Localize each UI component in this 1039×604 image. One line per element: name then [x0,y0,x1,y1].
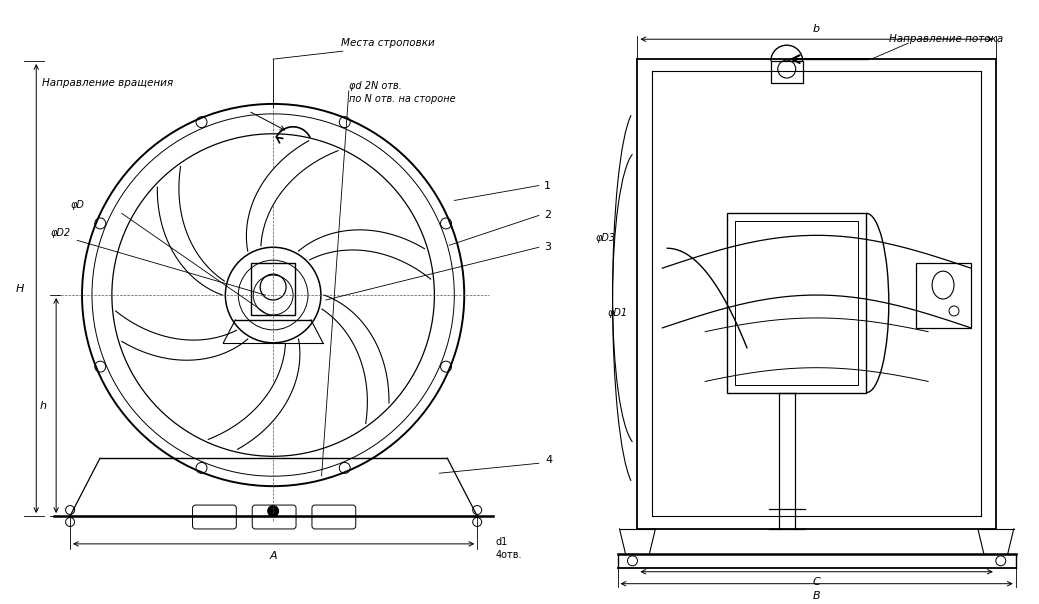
Text: b: b [814,24,820,34]
Circle shape [268,506,278,516]
Text: φD3: φD3 [595,233,615,243]
FancyBboxPatch shape [312,505,355,529]
Polygon shape [298,230,430,279]
Text: h: h [39,400,46,411]
Polygon shape [246,141,338,251]
Text: C: C [812,577,821,586]
Polygon shape [157,167,224,295]
Bar [916,263,970,328]
Bar [771,61,803,83]
Text: 3: 3 [543,242,551,252]
Text: φD: φD [70,201,84,210]
Bar [727,213,867,393]
Polygon shape [322,295,389,423]
FancyBboxPatch shape [252,505,296,529]
Text: 4отв.: 4отв. [496,550,522,560]
Bar [251,263,295,315]
Text: B: B [812,591,821,600]
Text: φD2: φD2 [50,228,71,239]
Text: 1: 1 [543,181,551,190]
FancyBboxPatch shape [192,505,236,529]
Polygon shape [115,311,247,360]
Bar [735,222,858,385]
Text: 2: 2 [543,210,551,220]
Text: d1: d1 [496,537,507,547]
Text: Места строповки: Места строповки [341,38,434,48]
Text: 4: 4 [545,455,553,465]
Text: Направление вращения: Направление вращения [43,78,174,88]
Text: φD1: φD1 [608,308,628,318]
Text: по N отв. на стороне: по N отв. на стороне [349,94,455,104]
Ellipse shape [932,271,954,299]
Text: H: H [16,283,24,294]
Text: A: A [270,551,277,561]
Text: Направление потока: Направление потока [888,34,1003,44]
Text: φd 2N отв.: φd 2N отв. [349,81,402,91]
Polygon shape [208,339,300,449]
